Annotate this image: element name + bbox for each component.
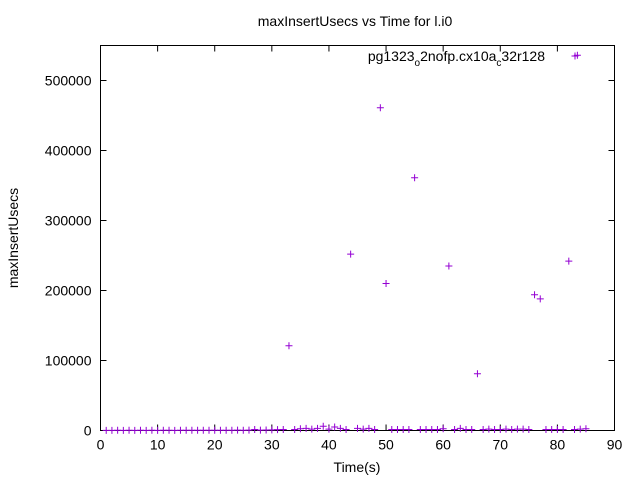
data-point — [456, 424, 464, 432]
legend-part-1: pg1323 — [368, 48, 415, 64]
legend-part-3: 32r128 — [501, 48, 545, 64]
data-point — [336, 424, 344, 432]
x-tick-label: 10 — [150, 437, 166, 453]
data-point — [291, 425, 299, 433]
data-point — [411, 174, 419, 182]
data-point — [525, 425, 533, 433]
x-axis: 0 10 20 30 40 50 60 70 80 90 — [97, 45, 623, 453]
data-point — [573, 51, 581, 59]
data-point — [559, 425, 567, 433]
data-point — [468, 425, 476, 433]
legend-part-2: 2nofp.cx10a — [420, 48, 496, 64]
data-point — [347, 250, 355, 258]
data-point — [445, 262, 453, 270]
data-point — [439, 425, 447, 433]
data-point — [325, 425, 333, 433]
y-axis-label: maxInsertUsecs — [5, 188, 21, 288]
legend-sub-1: o — [415, 58, 421, 69]
y-tick-label: 0 — [84, 423, 92, 439]
x-tick-label: 90 — [607, 437, 623, 453]
x-tick-label: 70 — [492, 437, 508, 453]
x-tick-label: 20 — [207, 437, 223, 453]
data-point — [473, 370, 481, 378]
legend-sub-2: c — [496, 58, 501, 69]
y-tick-label: 200000 — [45, 283, 92, 299]
data-point — [342, 425, 350, 433]
plot-frame — [100, 45, 615, 431]
data-point — [451, 425, 459, 433]
series-points — [102, 51, 590, 434]
y-tick-label: 400000 — [45, 143, 92, 159]
data-point — [582, 425, 590, 433]
data-point — [279, 425, 287, 433]
data-point — [314, 424, 322, 432]
data-point — [565, 257, 573, 265]
x-tick-label: 40 — [321, 437, 337, 453]
chart-title: maxInsertUsecs vs Time for l.i0 — [258, 13, 453, 29]
data-point — [433, 425, 441, 433]
data-point — [285, 342, 293, 350]
x-tick-label: 80 — [550, 437, 566, 453]
x-tick-label: 60 — [435, 437, 451, 453]
legend-series-label: pg1323o2nofp.cx10ac32r128 — [368, 48, 545, 69]
y-tick-label: 100000 — [45, 353, 92, 369]
data-point — [302, 424, 310, 432]
x-axis-label: Time(s) — [334, 459, 381, 475]
data-point — [365, 424, 373, 432]
data-point — [536, 295, 544, 303]
data-point — [405, 425, 413, 433]
y-tick-label: 300000 — [45, 213, 92, 229]
x-tick-label: 30 — [264, 437, 280, 453]
y-tick-label: 500000 — [45, 73, 92, 89]
data-point — [319, 422, 327, 430]
data-point — [371, 425, 379, 433]
data-point — [382, 280, 390, 287]
data-point — [359, 425, 367, 433]
data-point — [251, 425, 259, 433]
data-point — [354, 424, 361, 432]
x-tick-label: 0 — [97, 437, 105, 453]
data-point — [376, 104, 384, 112]
data-point — [245, 426, 253, 434]
data-point — [531, 291, 539, 299]
x-tick-label: 50 — [378, 437, 394, 453]
data-point — [331, 423, 339, 431]
data-point — [308, 425, 316, 433]
y-axis: 0 100000 200000 300000 400000 500000 — [45, 73, 615, 439]
